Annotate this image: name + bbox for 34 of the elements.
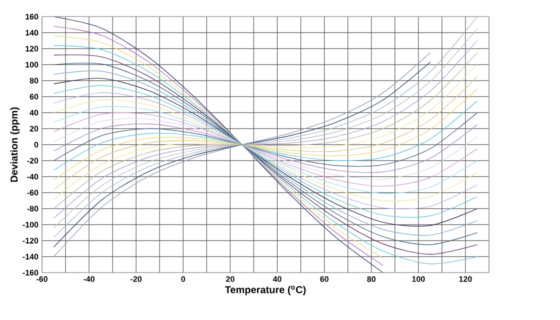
y-tick-label: -100	[22, 222, 38, 228]
y-tick-label: -40	[27, 174, 38, 180]
x-tick-label: 60	[320, 276, 328, 282]
x-tick-label: 40	[272, 276, 282, 282]
y-tick-label: -140	[22, 254, 38, 260]
y-tick-label: 120	[26, 46, 38, 52]
y-tick-label: -80	[27, 206, 38, 212]
y-tick-label: 60	[30, 94, 38, 100]
y-tick-label: 20	[30, 126, 38, 132]
x-tick-label: -60	[36, 276, 48, 282]
y-tick-label: 100	[26, 62, 38, 68]
y-tick-label: -20	[27, 158, 38, 164]
y-tick-label: -60	[27, 190, 38, 196]
line-series	[53, 118, 478, 180]
line-series	[53, 88, 478, 180]
y-tick-label: 0	[34, 142, 38, 148]
y-tick-label: 40	[30, 110, 38, 116]
y-tick-label: -160	[22, 270, 38, 276]
y-tick-label: 140	[26, 30, 38, 36]
x-tick-label: 20	[226, 276, 234, 282]
x-tick-label: 0	[181, 276, 186, 282]
line-series	[53, 76, 478, 190]
y-axis-title: Deviation (ppm)	[10, 107, 20, 182]
y-tick-label: -120	[22, 238, 38, 244]
x-tick-label: 120	[459, 276, 472, 282]
x-tick-label: -20	[130, 276, 142, 282]
x-tick-label: 100	[412, 276, 425, 282]
line-series	[53, 124, 478, 173]
x-tick-label: -40	[84, 276, 95, 282]
x-axis-title: Temperature ($^{o}$C)	[224, 286, 306, 296]
x-tick-label: 80	[367, 276, 376, 282]
y-tick-label: 80	[30, 78, 38, 84]
y-tick-label: 160	[26, 14, 38, 20]
line-series	[53, 112, 478, 167]
